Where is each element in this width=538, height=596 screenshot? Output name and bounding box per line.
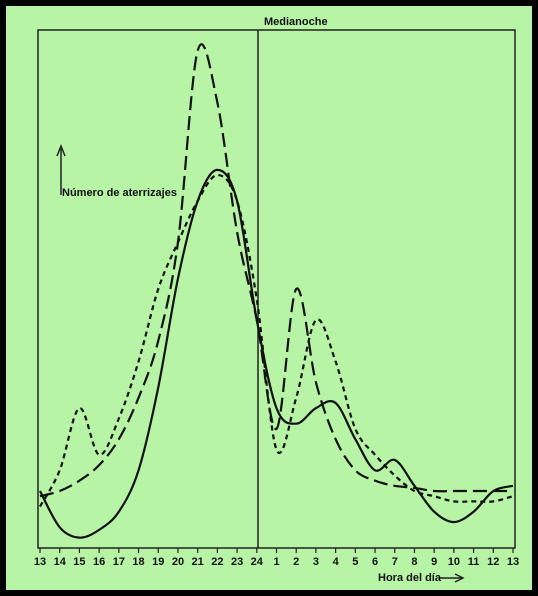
series-line xyxy=(39,168,514,539)
x-tick-label: 5 xyxy=(352,556,358,568)
x-tick-label: 15 xyxy=(73,556,85,568)
x-tick-label: 6 xyxy=(372,556,378,568)
x-tick-label: 22 xyxy=(211,556,223,568)
x-tick-label: 10 xyxy=(448,556,460,568)
annotation: Medianoche xyxy=(264,16,328,28)
panel xyxy=(6,6,532,590)
x-tick-label: 11 xyxy=(468,556,480,568)
x-tick-label: 8 xyxy=(411,556,417,568)
x-tick-label: 21 xyxy=(192,556,204,568)
y-axis-label: Número de aterrizajes xyxy=(62,187,177,199)
series-line xyxy=(39,43,513,498)
x-tick-label: 20 xyxy=(172,556,184,568)
x-tick-label: 4 xyxy=(333,556,340,568)
x-tick-label: 3 xyxy=(313,556,319,568)
x-tick-label: 7 xyxy=(392,556,398,568)
y-arrow-head xyxy=(56,143,66,157)
x-tick-label: 18 xyxy=(132,556,144,568)
x-tick-label: 13 xyxy=(507,556,519,568)
x-tick-label: 23 xyxy=(231,556,243,568)
x-tick-label: 13 xyxy=(34,556,46,568)
x-tick-label: 14 xyxy=(54,556,67,568)
x-arrow-head xyxy=(454,573,465,583)
x-axis-label: Hora del día xyxy=(378,572,442,584)
x-tick-label: 17 xyxy=(113,556,125,568)
x-tick-label: 9 xyxy=(431,556,437,568)
x-tick-label: 16 xyxy=(93,556,105,568)
x-tick-label: 1 xyxy=(273,556,279,568)
series-line xyxy=(39,173,514,508)
x-tick-label: 19 xyxy=(152,556,164,568)
x-tick-label: 24 xyxy=(251,556,264,568)
x-tick-label: 12 xyxy=(487,556,499,568)
x-tick-label: 2 xyxy=(293,556,299,568)
